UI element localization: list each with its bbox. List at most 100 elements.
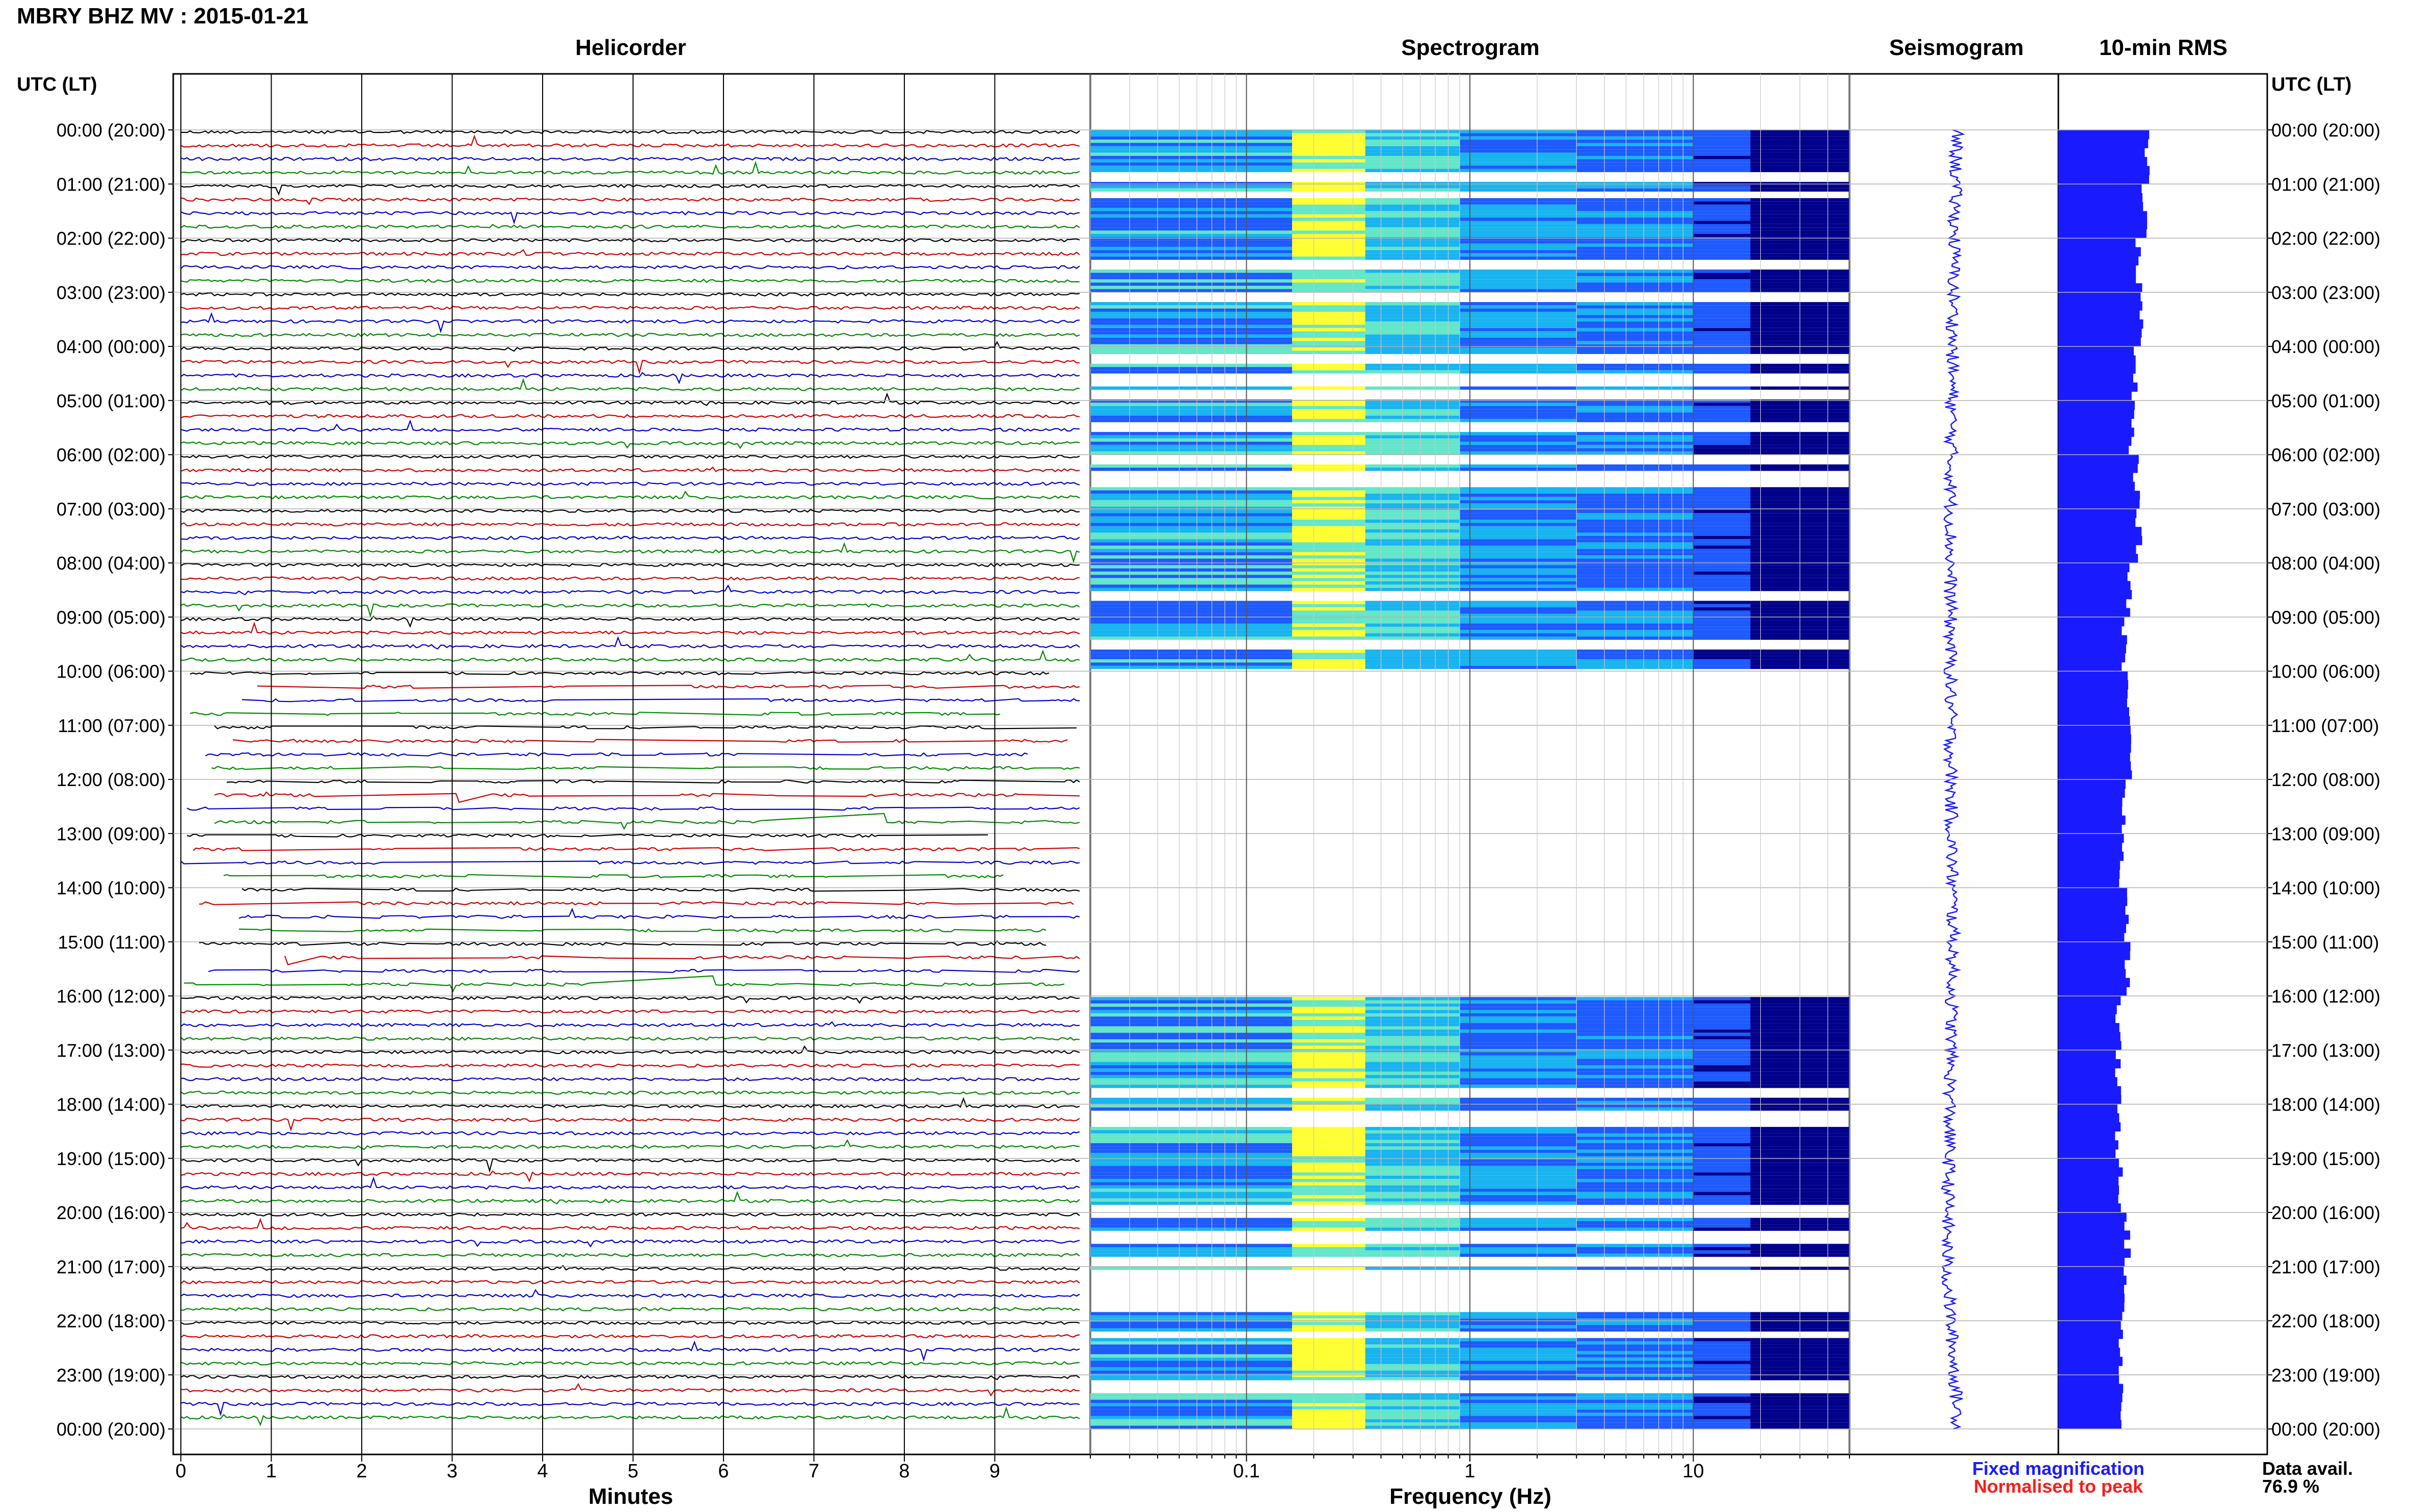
- helicorder-trace-line: [180, 1077, 1080, 1082]
- spectrogram-cell: [1365, 610, 1460, 614]
- rms-bar: [2058, 1041, 2122, 1050]
- helicorder-trace-line: [181, 238, 1080, 242]
- spectrogram-cell: [1292, 653, 1365, 656]
- spectrogram-cell: [1459, 419, 1577, 422]
- spectrogram-cell: [1693, 1218, 1751, 1221]
- spectrogram-cell: [1693, 1156, 1751, 1159]
- spectrogram-cell: [1090, 1409, 1292, 1413]
- spectrogram-cell: [1459, 402, 1577, 406]
- spectrogram-cell: [1292, 1101, 1365, 1104]
- spectrogram-cell: [1292, 1182, 1365, 1185]
- helicorder-trace-line: [226, 779, 1080, 784]
- spectrogram-cell: [1459, 1172, 1577, 1176]
- rms-bar: [2058, 1014, 2116, 1023]
- spectrogram-cell: [1292, 1085, 1365, 1088]
- spectrogram-cell: [1576, 334, 1694, 338]
- spectrogram-cell: [1292, 552, 1365, 556]
- rms-bar: [2058, 418, 2132, 428]
- spectrogram-cell: [1459, 230, 1577, 234]
- seismogram-title: Seismogram: [1889, 35, 2024, 60]
- spectrogram-cell: [1459, 182, 1577, 185]
- spectrogram-cell: [1576, 140, 1694, 143]
- spectrogram-cell: [1693, 1003, 1751, 1007]
- spectrogram-cell: [1459, 416, 1577, 419]
- spectrogram-cell: [1292, 201, 1365, 205]
- spectrogram-cell: [1693, 535, 1751, 539]
- spectrogram-cell: [1459, 149, 1577, 153]
- spectrogram-cell: [1459, 1341, 1577, 1345]
- rms-bar: [2058, 1185, 2119, 1195]
- spectrogram-cell: [1090, 1026, 1292, 1030]
- helicorder-trace-line: [199, 940, 1046, 947]
- spectrogram-cell: [1292, 143, 1365, 146]
- spectrogram-cell: [1576, 1097, 1694, 1101]
- spectrogram-cell: [1576, 526, 1694, 530]
- spectrogram-cell: [1090, 572, 1292, 575]
- spectrogram-cell: [1090, 662, 1292, 666]
- spectrogram-cell: [1365, 665, 1460, 669]
- spectrogram-cell: [1459, 1143, 1577, 1147]
- spectrogram-cell: [1365, 1321, 1460, 1325]
- spectrogram-cell: [1693, 1364, 1751, 1367]
- minute-tick-label: 5: [628, 1461, 638, 1482]
- spectrogram-cell: [1090, 1315, 1292, 1319]
- spectrogram-cell: [1459, 1013, 1577, 1017]
- spectrogram-cell: [1693, 500, 1751, 504]
- spectrogram-cell: [1576, 1377, 1694, 1381]
- spectrogram-cell: [1292, 302, 1365, 306]
- spectrogram-cell: [1576, 1153, 1694, 1156]
- spectrogram-cell: [1365, 1244, 1460, 1247]
- spectrogram-cell: [1576, 1218, 1694, 1221]
- spectrogram-cell: [1576, 558, 1694, 562]
- spectrogram-cell: [1459, 1101, 1577, 1104]
- spectrogram-cell: [1459, 1019, 1577, 1023]
- spectrogram-cell: [1090, 435, 1292, 439]
- spectrogram-cell: [1459, 1179, 1577, 1182]
- spectrogram-cell: [1693, 1347, 1751, 1351]
- spectrogram-cell: [1693, 1075, 1751, 1078]
- spectrogram-cell: [1090, 1097, 1292, 1101]
- spectrogram-cell: [1090, 305, 1292, 309]
- hour-label-right: 04:00 (00:00): [2271, 336, 2380, 357]
- spectrogram-cell: [1292, 399, 1365, 403]
- spectrogram-cell: [1090, 1033, 1292, 1036]
- spectrogram-cell: [1090, 211, 1292, 214]
- helicorder-trace-line: [180, 156, 1080, 161]
- spectrogram-cell: [1693, 665, 1751, 669]
- spectrogram-cell: [1459, 587, 1577, 591]
- spectrogram-cell: [1292, 665, 1365, 669]
- spectrogram-cell: [1292, 1367, 1365, 1371]
- spectrogram-cell: [1459, 208, 1577, 211]
- spectrogram-cell: [1693, 1068, 1751, 1072]
- spectrogram-cell: [1459, 636, 1577, 640]
- spectrogram-cell: [1459, 1244, 1577, 1247]
- spectrogram-cell: [1459, 350, 1577, 354]
- spectrogram-cell: [1576, 1182, 1694, 1185]
- spectrogram-cell: [1292, 146, 1365, 150]
- rms-bar: [2058, 454, 2139, 464]
- hour-label-left: 13:00 (09:00): [57, 823, 166, 844]
- spectrogram-cell: [1292, 549, 1365, 552]
- spectrogram-cell: [1693, 133, 1751, 137]
- spectrogram-cell: [1365, 601, 1460, 604]
- spectrogram-cell: [1576, 1104, 1694, 1108]
- spectrogram-cell: [1090, 1156, 1292, 1159]
- spectrogram-cell: [1459, 234, 1577, 237]
- spectrogram-cell: [1365, 464, 1460, 468]
- hour-label-right: 14:00 (10:00): [2271, 878, 2380, 899]
- spectrogram-cell: [1693, 1163, 1751, 1166]
- spectrogram-cell: [1693, 341, 1751, 344]
- spectrogram-cell: [1693, 617, 1751, 620]
- spectrogram-cell: [1693, 1140, 1751, 1143]
- helicorder-trace-line: [190, 711, 1001, 716]
- spectrogram-cell: [1693, 188, 1751, 192]
- spectrogram-cell: [1365, 1393, 1460, 1397]
- spectrogram-cell: [1693, 218, 1751, 221]
- spectrogram-cell: [1365, 1107, 1460, 1111]
- spectrogram-cell: [1292, 516, 1365, 520]
- spectrogram-cell: [1459, 347, 1577, 351]
- spectrogram-cell: [1365, 633, 1460, 637]
- spectrogram-cell: [1459, 448, 1577, 452]
- spectrogram-cell: [1292, 1163, 1365, 1166]
- rms-bar: [2058, 608, 2130, 617]
